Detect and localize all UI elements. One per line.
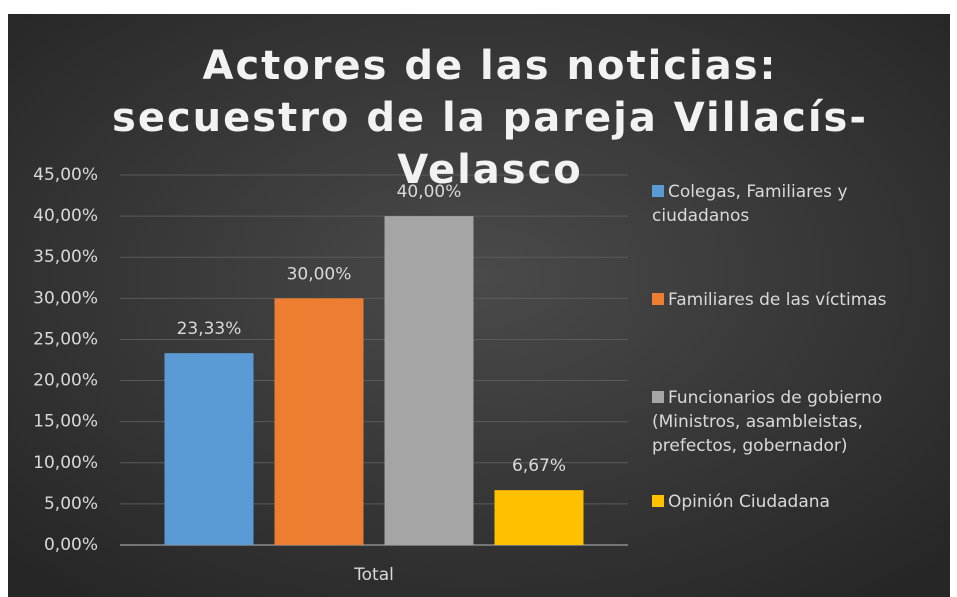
y-tick-label: 35,00% bbox=[33, 247, 98, 267]
bar bbox=[274, 298, 364, 545]
bar bbox=[384, 216, 474, 545]
legend-label: Familiares de las víctimas bbox=[668, 290, 887, 310]
bar bbox=[494, 490, 584, 545]
y-tick-label: 15,00% bbox=[33, 412, 98, 432]
legend-swatch bbox=[652, 391, 664, 403]
legend-item: Opinión Ciudadana bbox=[652, 490, 947, 514]
legend-label: Funcionarios de gobierno (Ministros, asa… bbox=[652, 388, 883, 456]
y-tick-label: 5,00% bbox=[44, 494, 98, 514]
y-tick-label: 30,00% bbox=[33, 288, 98, 308]
y-tick-label: 10,00% bbox=[33, 453, 98, 473]
x-tick-label: Total bbox=[353, 565, 394, 585]
bar bbox=[164, 353, 254, 545]
data-label: 40,00% bbox=[397, 182, 462, 202]
legend-label: Colegas, Familiares y ciudadanos bbox=[652, 182, 848, 226]
chart-title: Actores de las noticias: secuestro de la… bbox=[112, 43, 868, 193]
data-label: 30,00% bbox=[287, 264, 352, 284]
y-tick-label: 0,00% bbox=[44, 535, 98, 555]
legend-swatch bbox=[652, 293, 664, 305]
y-tick-label: 40,00% bbox=[33, 206, 98, 226]
legend-item: Funcionarios de gobierno (Ministros, asa… bbox=[652, 386, 947, 458]
data-label: 23,33% bbox=[177, 319, 242, 339]
data-label: 6,67% bbox=[512, 456, 566, 476]
legend-item: Colegas, Familiares y ciudadanos bbox=[652, 180, 947, 228]
legend-swatch bbox=[652, 495, 664, 507]
legend-label: Opinión Ciudadana bbox=[668, 492, 830, 512]
legend-item: Familiares de las víctimas bbox=[652, 288, 947, 312]
y-tick-label: 45,00% bbox=[33, 165, 98, 185]
legend-swatch bbox=[652, 185, 664, 197]
y-tick-label: 25,00% bbox=[33, 329, 98, 349]
y-tick-label: 20,00% bbox=[33, 371, 98, 391]
